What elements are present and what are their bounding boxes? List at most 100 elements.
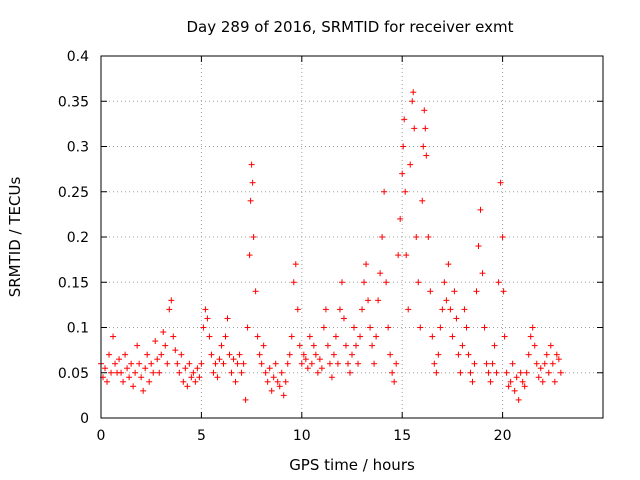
- data-point: [427, 288, 434, 295]
- data-point: [208, 351, 215, 358]
- data-point: [116, 356, 123, 363]
- data-point: [282, 378, 289, 385]
- data-point: [126, 374, 133, 381]
- data-point: [493, 369, 500, 376]
- data-point: [138, 374, 145, 381]
- data-point: [387, 351, 394, 358]
- data-point: [292, 261, 299, 268]
- data-point: [122, 351, 129, 358]
- data-point: [294, 306, 301, 313]
- data-point: [130, 383, 137, 390]
- data-point: [383, 279, 390, 286]
- data-point: [397, 215, 404, 222]
- data-point: [326, 360, 333, 367]
- data-point: [274, 378, 281, 385]
- data-point: [545, 369, 552, 376]
- data-point: [489, 360, 496, 367]
- data-point: [170, 333, 177, 340]
- data-point: [192, 378, 199, 385]
- data-point: [260, 342, 267, 349]
- data-point: [420, 143, 427, 150]
- data-point: [499, 234, 506, 240]
- data-point: [236, 351, 243, 358]
- data-point: [447, 306, 454, 313]
- data-point: [198, 360, 205, 367]
- data-point: [423, 152, 430, 159]
- x-tick-label: 20: [494, 428, 512, 444]
- data-point: [256, 351, 263, 358]
- data-point: [222, 333, 229, 340]
- data-point: [328, 374, 335, 381]
- data-point: [124, 365, 131, 372]
- data-point: [320, 324, 327, 331]
- data-point: [232, 378, 239, 385]
- data-point: [377, 270, 384, 277]
- data-point: [467, 369, 474, 376]
- data-point: [154, 356, 161, 363]
- data-point: [162, 342, 169, 349]
- x-axis-label: GPS time / hours: [289, 456, 415, 474]
- data-point: [369, 342, 376, 349]
- data-point: [300, 351, 307, 358]
- data-point: [174, 360, 181, 367]
- data-point: [268, 387, 275, 394]
- data-point: [152, 338, 159, 345]
- data-point: [531, 342, 538, 349]
- data-point: [422, 125, 429, 132]
- x-tick-label: 5: [197, 428, 206, 444]
- data-point: [381, 188, 388, 195]
- data-point: [284, 360, 291, 367]
- axis-ticks: 0 0.05 0.1 0.15 0.2 0.25 0.3 0.35 0.4 0 5 10 15 20: [58, 49, 603, 444]
- data-point: [505, 383, 512, 390]
- data-point: [551, 378, 558, 385]
- data-point: [513, 374, 520, 381]
- data-point: [401, 116, 408, 123]
- data-point: [204, 315, 211, 322]
- data-point: [249, 179, 256, 186]
- data-point: [537, 365, 544, 372]
- x-tick-label: 0: [97, 428, 106, 444]
- data-point: [190, 369, 197, 376]
- data-point: [471, 360, 478, 367]
- data-point: [357, 333, 364, 340]
- data-point: [230, 356, 237, 363]
- data-point: [527, 333, 534, 340]
- data-point: [210, 369, 217, 376]
- data-point: [359, 306, 366, 313]
- data-point: [316, 356, 323, 363]
- data-point: [421, 107, 428, 114]
- data-point: [519, 378, 526, 385]
- data-point: [353, 342, 360, 349]
- data-point: [262, 369, 269, 376]
- data-point: [461, 306, 468, 313]
- data-point: [477, 206, 484, 213]
- data-point: [431, 360, 438, 367]
- data-point: [509, 360, 516, 367]
- data-point: [402, 188, 409, 195]
- y-tick-label: 0.4: [67, 49, 89, 65]
- data-point: [391, 378, 398, 385]
- x-tick-label: 15: [393, 428, 411, 444]
- data-points: [98, 89, 564, 403]
- data-point: [202, 306, 209, 313]
- data-point: [473, 288, 480, 295]
- data-point: [495, 279, 502, 286]
- data-point: [322, 306, 329, 313]
- data-point: [160, 329, 167, 336]
- data-point: [379, 234, 386, 240]
- data-point: [389, 369, 396, 376]
- data-point: [525, 351, 532, 358]
- data-point: [140, 387, 147, 394]
- data-point: [104, 378, 111, 385]
- data-point: [451, 288, 458, 295]
- data-point: [535, 374, 542, 381]
- data-point: [555, 356, 562, 363]
- data-point: [176, 369, 183, 376]
- y-tick-label: 0.15: [58, 275, 89, 291]
- data-point: [361, 279, 368, 286]
- data-point: [106, 351, 113, 358]
- y-tick-label: 0.3: [67, 140, 89, 156]
- data-point: [234, 360, 241, 367]
- data-point: [385, 324, 392, 331]
